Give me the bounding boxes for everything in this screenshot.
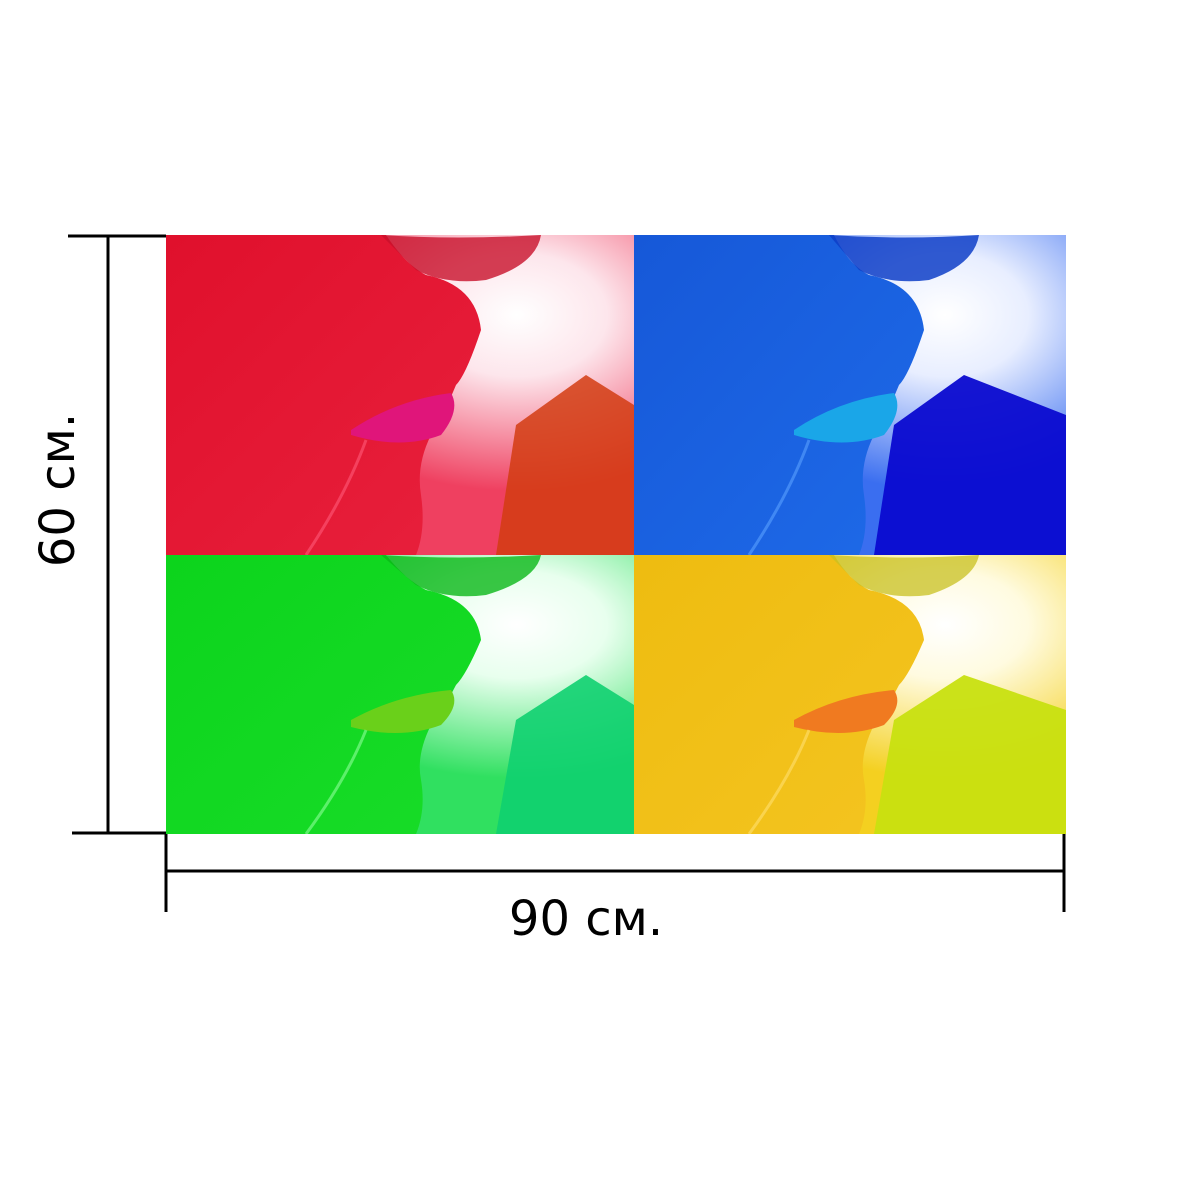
red-lips-panel [166, 235, 634, 555]
yellow-lips-panel [634, 555, 1066, 834]
green-lips-panel [166, 555, 634, 834]
blue-lips-image [634, 235, 1066, 555]
green-lips-image [166, 555, 634, 834]
blue-lips-panel [634, 235, 1066, 555]
pop-art-canvas [166, 235, 1066, 834]
height-label: 60 см. [30, 412, 86, 568]
width-label: 90 см. [508, 891, 664, 947]
yellow-lips-image [634, 555, 1066, 834]
red-lips-image [166, 235, 634, 555]
